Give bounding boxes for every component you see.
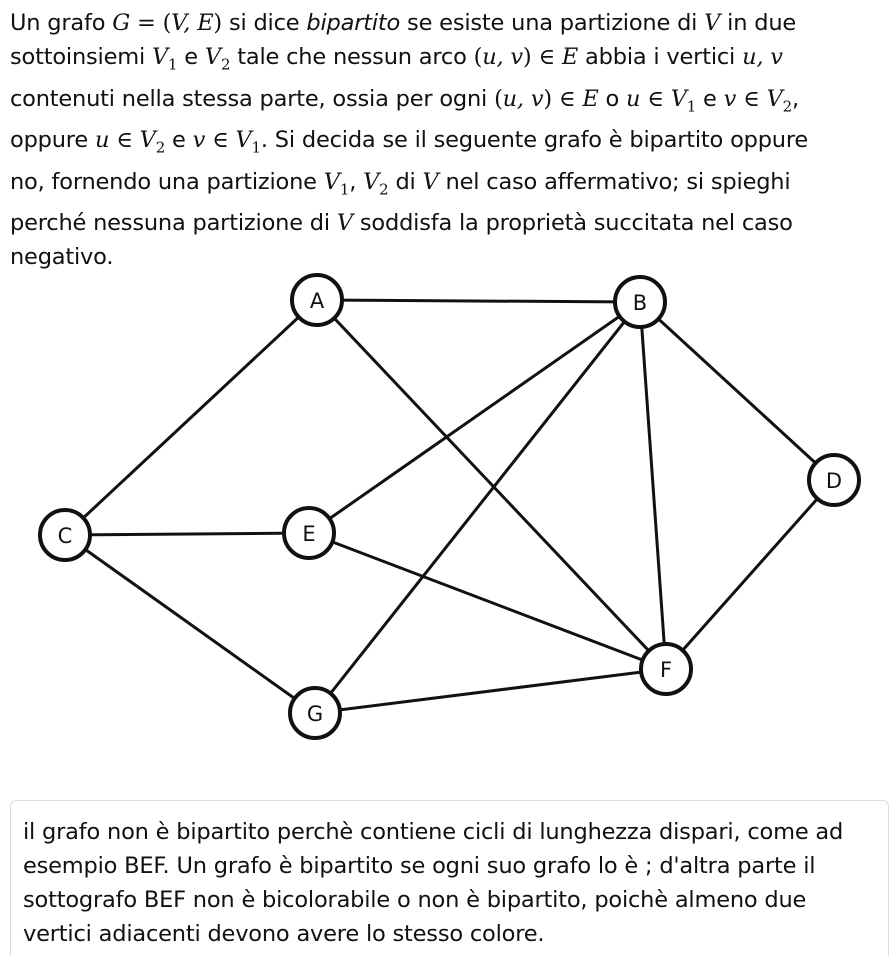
edge-C-G	[64, 533, 316, 715]
edge-E-F	[308, 531, 667, 671]
node-C: C	[38, 508, 92, 562]
question-line: oppure u ∈ V2 e v ∈ V1. Si decida se il …	[10, 127, 809, 157]
node-label: C	[58, 524, 73, 548]
graph-edges	[63, 298, 836, 715]
node-label: F	[660, 658, 672, 682]
question-text: Un grafo G = (V, E) si dice bipartito se…	[10, 6, 885, 274]
node-circle	[282, 506, 336, 560]
edge-B-E	[308, 300, 641, 535]
question-line: negativo.	[10, 244, 114, 270]
node-D: D	[807, 453, 861, 507]
edge-A-B	[316, 298, 641, 304]
node-circle	[290, 273, 344, 327]
node-E: E	[282, 506, 336, 560]
question-line: contenuti nella stessa parte, ossia per …	[10, 85, 799, 116]
edge-B-G	[313, 301, 642, 714]
answer-line: esempio BEF. Un grafo è bipartito se ogn…	[23, 853, 816, 879]
edge-A-C	[63, 298, 319, 537]
node-B: B	[613, 275, 667, 329]
answer-line: sottografo BEF non è bicolorabile o non …	[23, 887, 807, 913]
answer-box[interactable]: il grafo non è bipartito perchè contiene…	[10, 800, 889, 956]
edge-A-F	[315, 298, 668, 671]
node-label: G	[307, 702, 323, 726]
node-label: D	[826, 469, 842, 493]
node-label: A	[310, 289, 325, 313]
node-circle	[38, 508, 92, 562]
node-circle	[613, 275, 667, 329]
edge-G-F	[314, 667, 667, 715]
node-G: G	[288, 686, 342, 740]
question-line: sottoinsiemi V1 e V2 tale che nessun arc…	[10, 44, 783, 74]
node-label: E	[302, 522, 315, 546]
node-circle	[639, 642, 693, 696]
node-label: B	[633, 291, 647, 315]
edge-D-F	[664, 479, 836, 670]
question-line: perché nessuna partizione di V soddisfa …	[10, 210, 793, 236]
question-line: no, fornendo una partizione V1, V2 di V …	[10, 168, 791, 199]
node-A: A	[290, 273, 344, 327]
answer-line: il grafo non è bipartito perchè contiene…	[23, 819, 844, 845]
node-circle	[807, 453, 861, 507]
question-line: Un grafo G = (V, E) si dice bipartito se…	[10, 10, 797, 36]
edge-B-F	[638, 301, 668, 670]
graph-diagram: A B C D E F G	[38, 273, 861, 740]
node-circle	[288, 686, 342, 740]
graph-nodes: A B C D E F G	[38, 273, 861, 740]
edge-B-D	[638, 300, 836, 482]
answer-line: vertici adiacenti devono avere lo stesso…	[23, 921, 545, 947]
node-F: F	[639, 642, 693, 696]
edge-C-E	[64, 531, 310, 537]
